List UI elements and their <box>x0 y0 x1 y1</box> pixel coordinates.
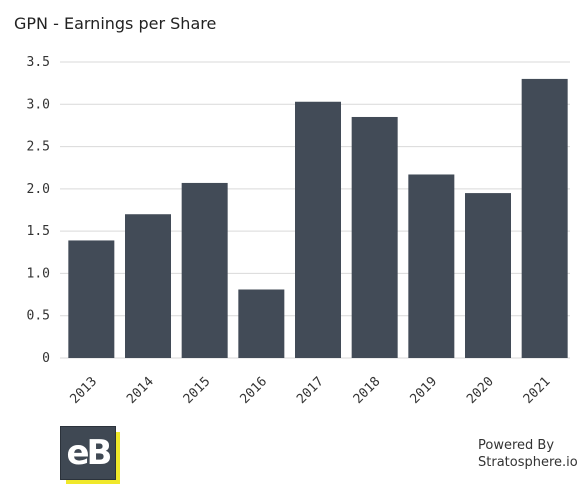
bar-2013 <box>68 240 115 358</box>
y-tick-label: 0 <box>42 351 50 366</box>
x-tick-label: 2021 <box>521 374 554 407</box>
y-tick-label: 2.0 <box>27 182 50 197</box>
bar-2019 <box>408 174 455 358</box>
y-tick-label: 1.0 <box>27 266 50 281</box>
y-tick-label: 3.5 <box>27 55 50 70</box>
powered-by-label: Powered By <box>478 438 555 453</box>
logo-mark: eB <box>60 426 116 480</box>
x-tick-label: 2017 <box>294 374 327 407</box>
x-tick-label: 2014 <box>124 374 157 407</box>
x-tick-label: 2019 <box>407 374 440 407</box>
y-tick-labels: 0 0.5 1.0 1.5 2.0 2.5 3.0 3.5 <box>27 55 50 366</box>
x-tick-label: 2020 <box>464 374 497 407</box>
bar-2016 <box>238 289 285 358</box>
bar-2018 <box>351 116 398 358</box>
powered-by: Powered By Stratosphere.io <box>478 437 578 471</box>
bar-chart: 00.51.01.52.02.53.03.5 2013 2014 2015 2016 2… <box>27 55 570 407</box>
bar-2021 <box>521 78 568 359</box>
y-tick-label: 1.5 <box>27 224 50 239</box>
chart-title: GPN - Earnings per Share <box>14 14 217 33</box>
powered-by-site: Stratosphere.io <box>478 455 578 470</box>
x-tick-label: 2016 <box>237 374 270 407</box>
bar-2017 <box>295 101 341 359</box>
stratosphere-logo: eB <box>60 426 120 484</box>
bars <box>68 78 568 359</box>
x-tick-labels: 2013 2014 2015 2016 2017 2018 2019 2020 2021 <box>67 374 553 407</box>
y-tick-label: 0.5 <box>27 309 50 324</box>
y-tick-label: 3.0 <box>27 97 50 112</box>
x-tick-label: 2018 <box>351 374 384 407</box>
bar-2015 <box>181 182 228 358</box>
x-tick-label: 2013 <box>67 374 100 407</box>
bar-2014 <box>125 214 171 358</box>
bar-2020 <box>465 193 511 358</box>
y-tick-label: 2.5 <box>27 140 50 155</box>
x-tick-label: 2015 <box>181 374 214 407</box>
